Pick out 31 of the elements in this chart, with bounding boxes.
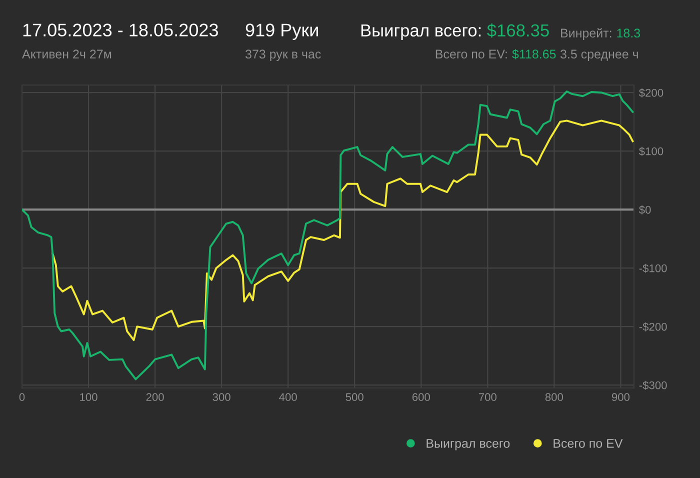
line-series (52, 120, 634, 342)
text: Активен 2ч 27м (22, 50, 112, 59)
text: Выиграл всего: (361, 24, 481, 40)
text: 17.05.2023 - 18.05.2023 (23, 24, 218, 36)
text: 919 Руки (246, 24, 318, 40)
x-tick-label: 400 (279, 393, 297, 402)
x-tick-label: 600 (412, 393, 430, 402)
text: $168.35 (487, 24, 549, 38)
y-tick-label: $100 (638, 146, 664, 156)
y-tick-label: $0 (638, 205, 651, 214)
text: 18.3 (617, 28, 640, 38)
line-series (22, 90, 634, 380)
y-tick-label: $200 (638, 88, 664, 98)
x-tick-label: 300 (212, 393, 230, 402)
x-tick-label: 0 (19, 393, 25, 402)
y-tick-label: -$300 (639, 380, 667, 390)
x-tick-label: 800 (545, 393, 564, 402)
text: Всего по EV: (436, 50, 507, 59)
x-tick-label: 100 (80, 393, 98, 402)
x-tick-label: 200 (146, 393, 164, 402)
x-tick-label: 500 (346, 393, 364, 402)
legend-label: Всего по EV (554, 439, 623, 448)
y-tick-label: -$200 (639, 322, 667, 332)
text: 3.5 среднее ч (560, 50, 638, 61)
y-tick-label: -$100 (639, 264, 667, 273)
x-tick-label: 700 (478, 393, 496, 402)
legend-label: Выиграл всего (426, 439, 510, 450)
text: $118.65 (512, 49, 556, 60)
text: 373 рук в час (245, 50, 321, 61)
text: Винрейт: (561, 28, 612, 40)
x-tick-label: 900 (612, 393, 630, 402)
